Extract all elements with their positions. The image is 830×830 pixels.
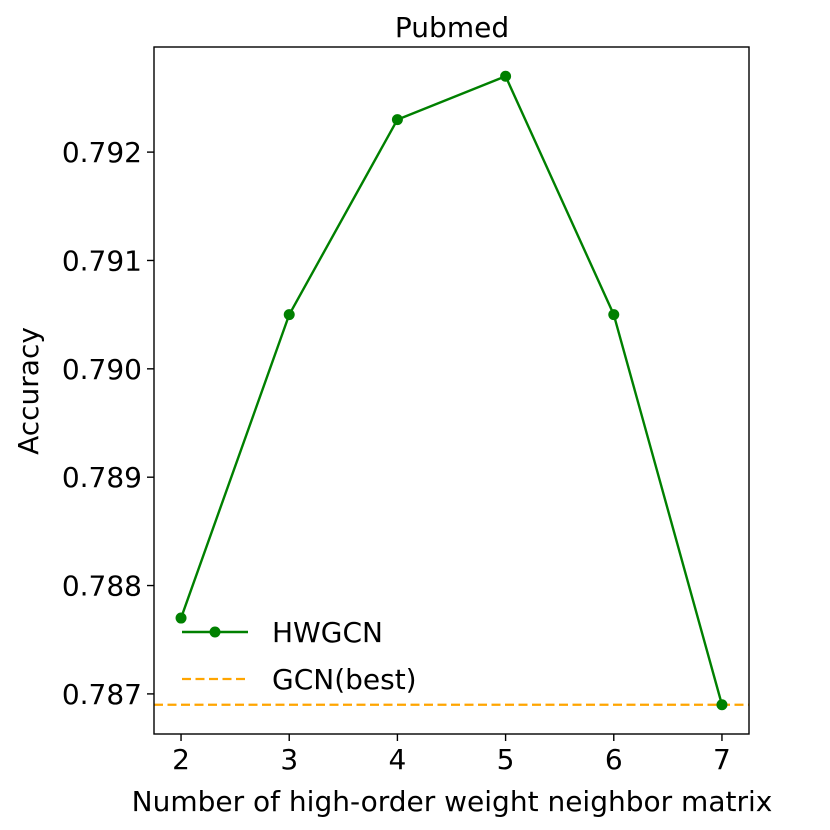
x-tick-label: 3 — [280, 743, 298, 776]
hwgcn-series-line — [179, 75, 724, 706]
x-tick-label: 4 — [388, 743, 406, 776]
plot-area — [154, 70, 749, 711]
legend-hwgcn-label: HWGCN — [272, 616, 383, 649]
hwgcn-point — [716, 699, 728, 711]
hwgcn-point — [608, 309, 620, 321]
x-tick-label: 6 — [605, 743, 623, 776]
legend-hwgcn-marker — [209, 626, 221, 638]
y-tick-label: 0.788 — [62, 570, 142, 603]
hwgcn-point — [391, 114, 403, 126]
y-tick-label: 0.787 — [62, 678, 142, 711]
y-tick-label: 0.789 — [62, 461, 142, 494]
hwgcn-point — [500, 70, 512, 82]
chart-title: Pubmed — [395, 11, 509, 44]
y-tick-label: 0.790 — [62, 353, 142, 386]
legend-gcn-label: GCN(best) — [272, 663, 417, 696]
hwgcn-point — [283, 309, 295, 321]
legend: HWGCN GCN(best) — [182, 616, 417, 696]
x-axis-ticks: 2 3 4 5 6 7 — [172, 734, 731, 776]
y-tick-label: 0.792 — [62, 136, 142, 169]
x-tick-label: 7 — [713, 743, 731, 776]
y-axis-label: Accuracy — [12, 327, 45, 455]
y-tick-label: 0.791 — [62, 244, 142, 277]
x-axis-label: Number of high-order weight neighbor mat… — [132, 785, 773, 818]
x-tick-label: 5 — [497, 743, 515, 776]
y-axis-ticks: 0.787 0.788 0.789 0.790 0.791 0.792 — [62, 136, 154, 711]
x-tick-label: 2 — [172, 743, 190, 776]
hwgcn-point — [175, 612, 187, 624]
plot-frame — [153, 46, 750, 735]
